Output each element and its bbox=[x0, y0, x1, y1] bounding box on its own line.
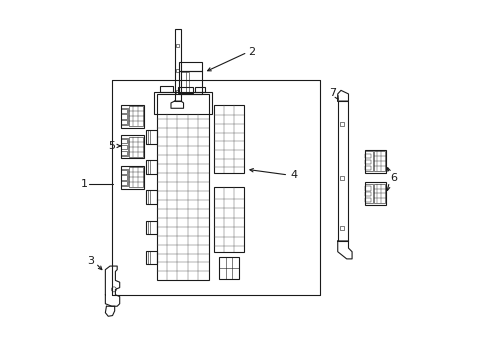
Bar bbox=[364, 192, 371, 197]
Bar bbox=[176, 69, 179, 72]
Bar bbox=[121, 139, 127, 143]
Bar bbox=[337, 101, 348, 241]
Bar bbox=[373, 184, 384, 203]
Bar bbox=[145, 221, 156, 234]
Bar bbox=[364, 160, 371, 164]
Bar bbox=[121, 168, 128, 186]
Bar bbox=[145, 130, 156, 144]
Bar bbox=[214, 187, 244, 252]
Bar bbox=[121, 145, 127, 149]
Bar bbox=[160, 86, 172, 92]
Bar bbox=[121, 181, 127, 185]
Bar bbox=[364, 182, 386, 205]
Bar bbox=[178, 71, 202, 94]
Bar bbox=[128, 167, 142, 187]
Bar bbox=[178, 87, 192, 93]
Text: 3: 3 bbox=[87, 256, 94, 266]
Bar bbox=[156, 94, 208, 280]
Bar bbox=[121, 166, 144, 189]
Bar bbox=[214, 105, 244, 173]
Bar bbox=[176, 90, 179, 94]
Bar bbox=[128, 137, 142, 157]
Bar bbox=[195, 87, 205, 92]
Bar bbox=[121, 108, 128, 125]
Bar bbox=[181, 72, 188, 92]
Bar bbox=[364, 151, 372, 171]
Bar bbox=[121, 114, 127, 119]
Bar bbox=[174, 30, 181, 101]
Bar bbox=[153, 92, 211, 114]
Text: 7: 7 bbox=[328, 88, 336, 98]
Bar bbox=[178, 62, 202, 71]
Bar bbox=[121, 120, 127, 125]
Bar bbox=[121, 170, 127, 174]
Bar bbox=[339, 122, 343, 126]
Bar bbox=[364, 154, 371, 158]
Bar bbox=[219, 257, 239, 279]
Bar bbox=[364, 166, 371, 170]
Bar bbox=[364, 149, 386, 173]
Bar bbox=[339, 176, 343, 180]
Bar bbox=[121, 109, 127, 113]
Text: 2: 2 bbox=[247, 47, 255, 57]
Bar bbox=[145, 190, 156, 204]
Bar bbox=[373, 151, 384, 171]
Bar bbox=[145, 251, 156, 264]
Bar bbox=[121, 175, 127, 180]
Bar bbox=[128, 107, 142, 126]
Bar bbox=[364, 186, 371, 191]
Bar bbox=[364, 198, 371, 202]
Bar bbox=[121, 135, 144, 158]
Bar bbox=[121, 138, 128, 156]
Bar bbox=[176, 44, 179, 47]
Text: 1: 1 bbox=[80, 179, 87, 189]
Bar bbox=[364, 184, 372, 203]
Bar bbox=[121, 150, 127, 155]
Text: 5: 5 bbox=[108, 141, 115, 151]
Bar bbox=[339, 226, 343, 230]
Text: 4: 4 bbox=[289, 170, 297, 180]
Text: 6: 6 bbox=[389, 173, 396, 183]
Bar bbox=[121, 105, 144, 128]
Bar bbox=[145, 160, 156, 174]
